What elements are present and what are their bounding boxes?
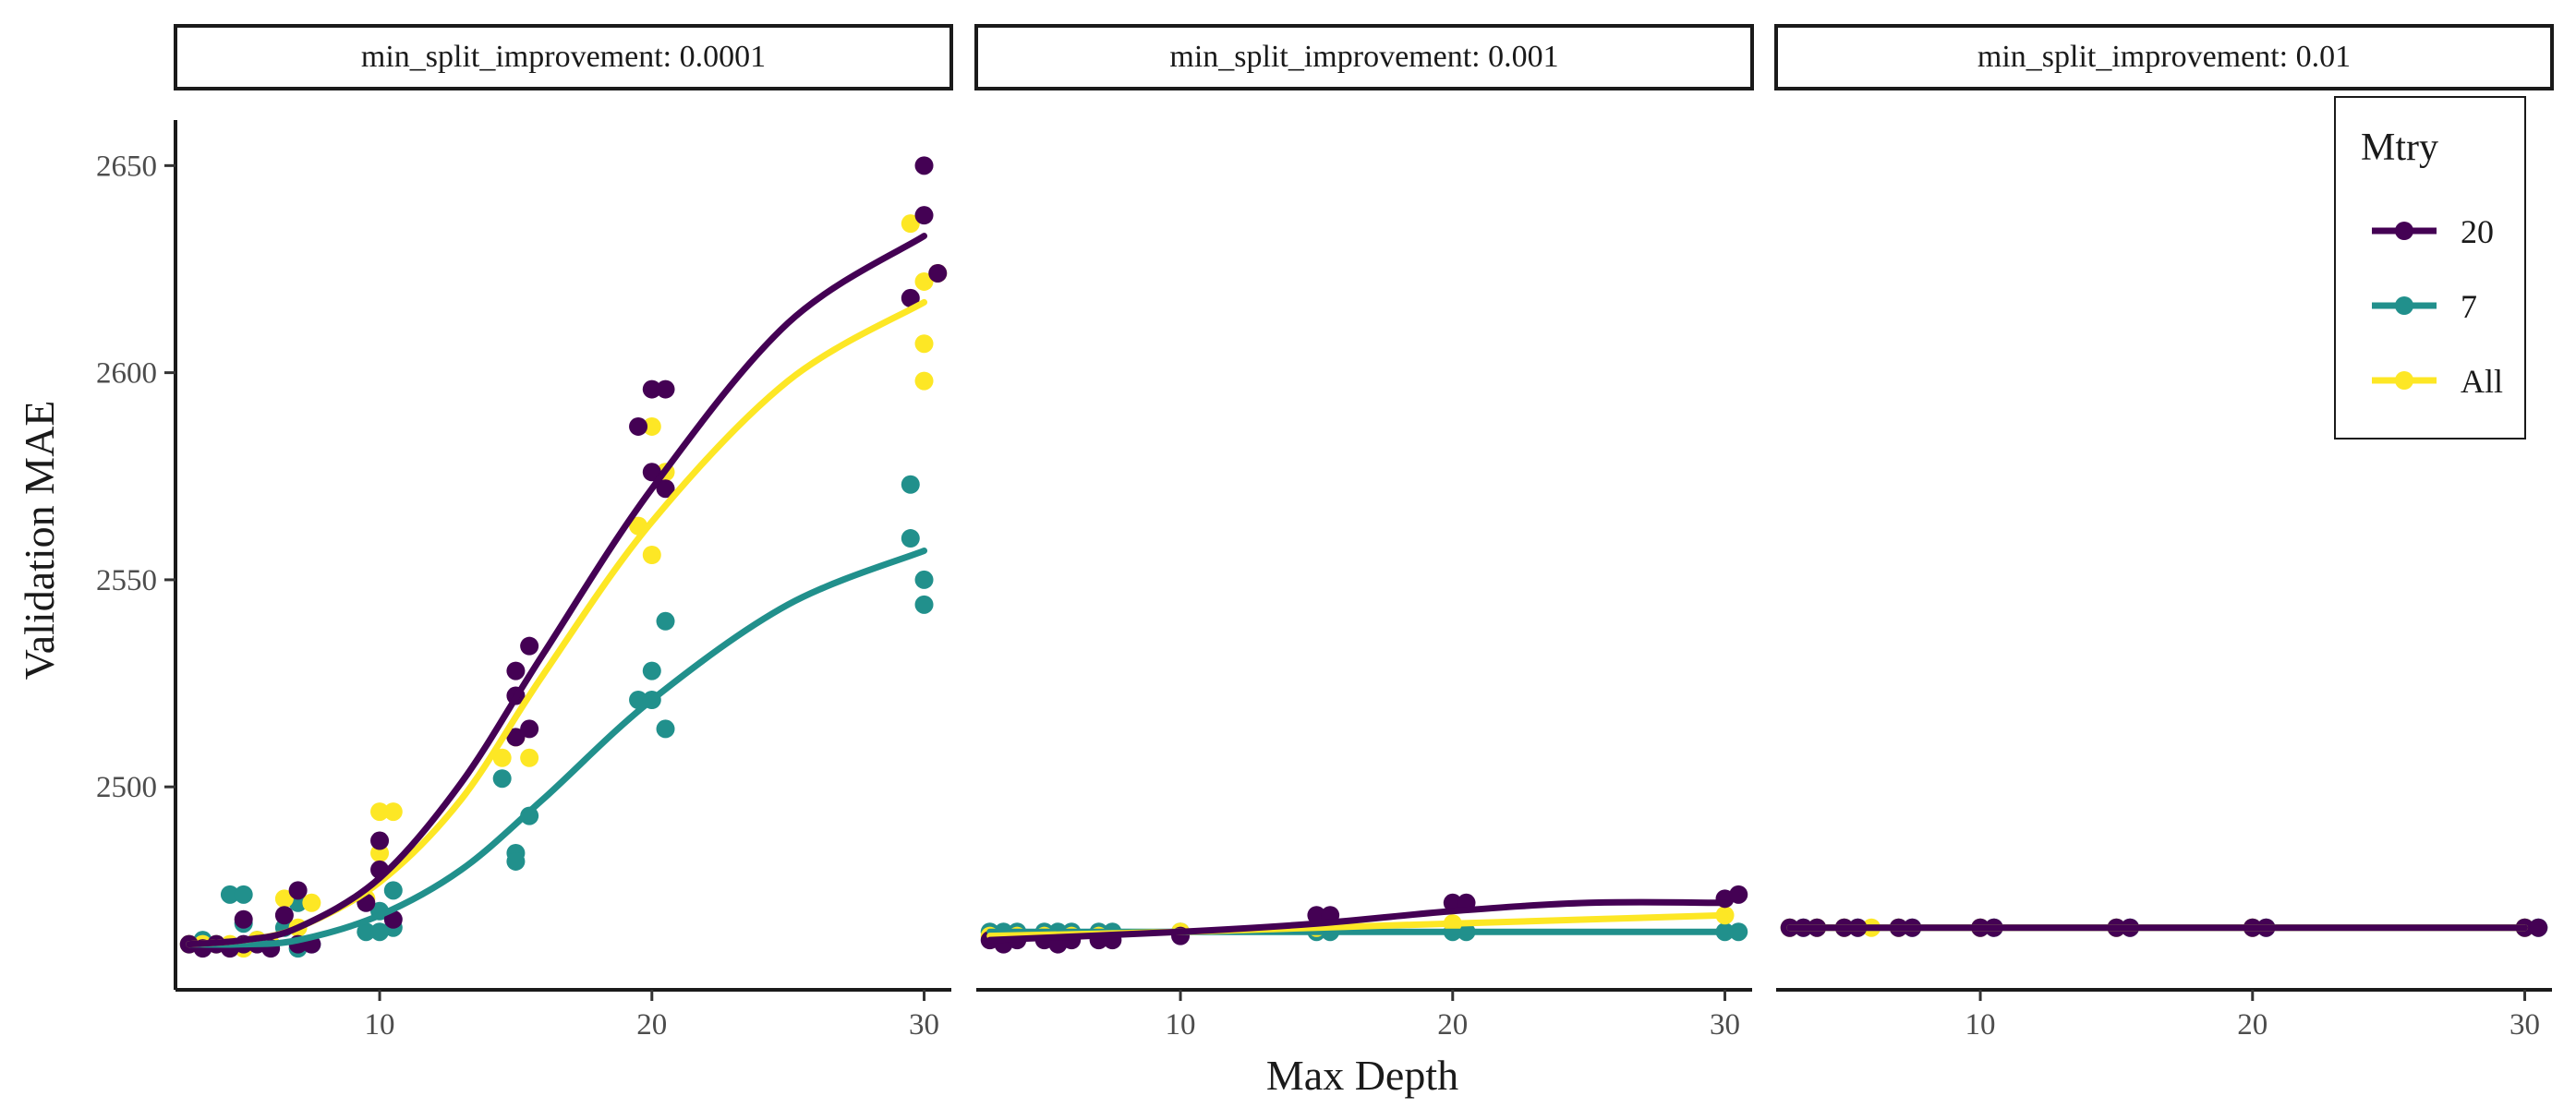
y-axis-title: Validation MAE	[16, 401, 63, 680]
legend-label: All	[2461, 363, 2503, 400]
data-point	[642, 463, 661, 482]
data-point	[914, 156, 934, 175]
data-point	[914, 371, 934, 391]
data-point	[2529, 918, 2548, 937]
data-point	[506, 851, 526, 871]
data-point	[642, 661, 661, 680]
smooth-line-All	[186, 298, 928, 948]
facet-strip	[174, 24, 953, 90]
data-point	[1307, 906, 1326, 925]
data-point	[914, 206, 934, 225]
data-point	[1443, 893, 1462, 912]
data-point	[234, 909, 253, 929]
x-axis-title: Max Depth	[1266, 1052, 1458, 1099]
data-point	[520, 748, 539, 767]
data-point	[506, 728, 526, 747]
data-point	[656, 479, 675, 499]
data-point	[914, 570, 934, 589]
data-point	[1729, 922, 1748, 942]
data-point	[274, 906, 294, 925]
data-point	[357, 922, 376, 942]
panel-2: min_split_improvement: 0.001 10 20 30	[974, 24, 1754, 1042]
x-tick-label: 30	[1710, 1008, 1740, 1042]
smooth-line-7	[186, 548, 928, 948]
data-point	[383, 802, 403, 822]
x-tick-label: 10	[365, 1008, 395, 1042]
data-point	[928, 263, 948, 283]
y-axis: 2500 2550 2600 2650	[96, 150, 175, 804]
x-tick-label: 20	[636, 1008, 667, 1042]
legend-title: Mtry	[2361, 126, 2438, 169]
y-tick-label: 2650	[96, 150, 157, 183]
data-point	[901, 529, 920, 548]
x-tick-label: 20	[1437, 1008, 1468, 1042]
data-point	[288, 881, 308, 900]
facet-strip	[1774, 24, 2554, 90]
data-point	[901, 214, 920, 234]
x-tick-label: 10	[1965, 1008, 1996, 1042]
legend-label: 20	[2461, 213, 2494, 250]
facet-strip-label: min_split_improvement: 0.001	[1169, 40, 1558, 74]
data-point	[492, 769, 512, 789]
y-tick-label: 2600	[96, 357, 157, 391]
data-point	[492, 748, 512, 767]
legend-key-dot	[2395, 222, 2413, 240]
smooth-line-20	[986, 898, 1729, 944]
data-point	[901, 475, 920, 494]
data-point	[370, 802, 390, 822]
y-tick-label: 2550	[96, 564, 157, 597]
data-point	[914, 595, 934, 614]
data-point	[274, 889, 294, 909]
series-20	[179, 156, 948, 958]
data-point	[656, 611, 675, 631]
x-tick-label: 30	[909, 1008, 939, 1042]
data-point	[914, 271, 934, 291]
facet-strip-label: min_split_improvement: 0.01	[1977, 40, 2351, 74]
smooth-line-20	[186, 233, 928, 948]
x-tick-label: 20	[2237, 1008, 2268, 1042]
data-point	[914, 334, 934, 354]
y-tick-label: 2500	[96, 771, 157, 804]
data-point	[1729, 885, 1748, 904]
data-point	[220, 885, 239, 904]
facet-strip-label: min_split_improvement: 0.0001	[361, 40, 766, 74]
data-point	[656, 379, 675, 399]
facet-strip	[974, 24, 1754, 90]
data-point	[642, 546, 661, 564]
legend-key-dot	[2395, 371, 2413, 390]
data-point	[383, 881, 403, 900]
panel-1: min_split_improvement: 0.0001 10 20 30	[174, 24, 953, 1042]
x-tick-label: 30	[2509, 1008, 2540, 1042]
x-tick-label: 10	[1166, 1008, 1196, 1042]
data-point	[629, 416, 648, 436]
data-point	[520, 636, 539, 656]
panel-3: min_split_improvement: 0.01 10 20 30	[1774, 24, 2554, 1042]
legend: Mtry 20 7 All	[2334, 96, 2526, 440]
data-point	[234, 885, 253, 904]
legend-label: 7	[2461, 288, 2477, 325]
data-point	[520, 719, 539, 739]
data-point	[370, 831, 390, 850]
data-point	[901, 288, 920, 307]
data-point	[506, 661, 526, 680]
legend-key-dot	[2395, 296, 2413, 315]
data-point	[302, 893, 321, 912]
data-point	[642, 379, 661, 399]
data-point	[642, 416, 661, 436]
data-point	[656, 719, 675, 739]
